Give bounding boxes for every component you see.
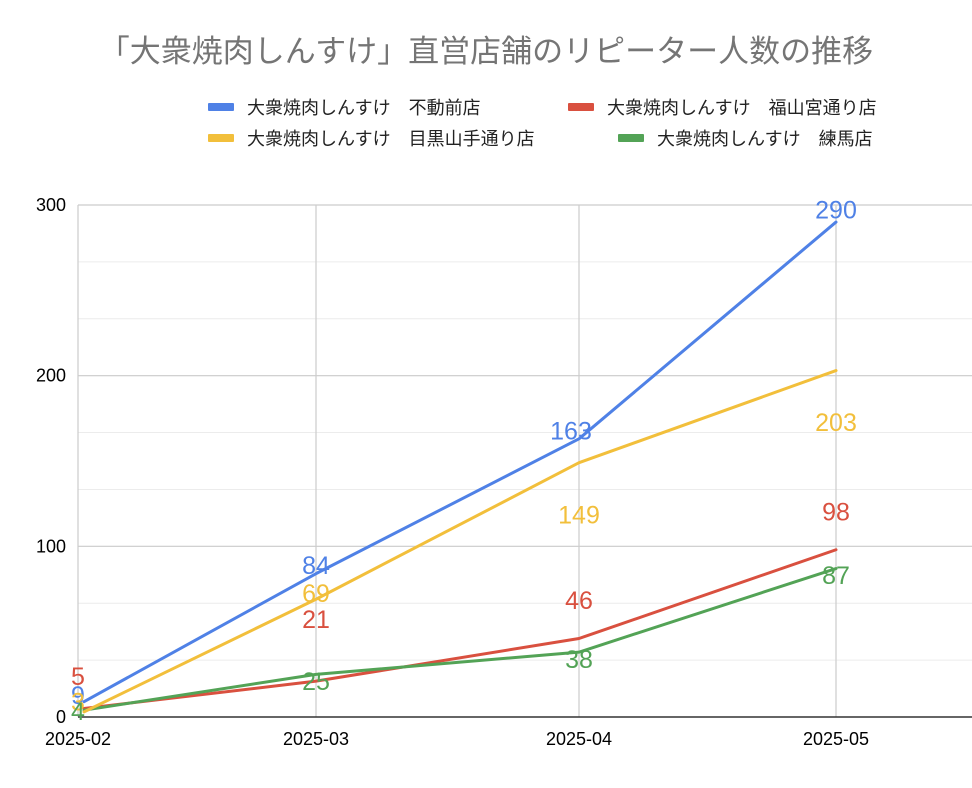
y-tick-label: 200 bbox=[36, 366, 66, 386]
legend-label: 大衆焼肉しんすけ 練馬店 bbox=[657, 129, 873, 150]
legend-swatch bbox=[568, 103, 594, 111]
y-axis: 0 100 200 300 bbox=[36, 195, 66, 727]
data-label: 21 bbox=[302, 606, 330, 634]
series-line bbox=[82, 548, 838, 710]
data-label: 290 bbox=[815, 197, 857, 225]
data-label: 3 bbox=[71, 688, 85, 716]
legend-label: 大衆焼肉しんすけ 不動前店 bbox=[247, 98, 481, 119]
data-label: 4 bbox=[71, 698, 85, 726]
x-tick-label: 2025-03 bbox=[283, 729, 349, 749]
series-line bbox=[82, 369, 838, 714]
x-tick-label: 2025-04 bbox=[546, 729, 612, 749]
data-label: 25 bbox=[302, 668, 330, 696]
legend-label: 大衆焼肉しんすけ 福山宮通り店 bbox=[607, 98, 877, 119]
data-label: 149 bbox=[558, 501, 600, 529]
y-tick-label: 300 bbox=[36, 195, 66, 215]
data-label: 5 bbox=[71, 663, 85, 691]
data-label: 9 bbox=[71, 682, 85, 710]
legend-swatch bbox=[208, 103, 234, 111]
data-label: 98 bbox=[822, 498, 850, 526]
data-labels: 9 84 163 290 5 21 46 98 3 69 149 203 4 25 38 87 bbox=[71, 197, 857, 726]
y-tick-label: 100 bbox=[36, 536, 66, 556]
x-tick-label: 2025-05 bbox=[803, 729, 869, 749]
data-label: 38 bbox=[565, 646, 593, 674]
series-line bbox=[82, 567, 838, 712]
gridlines bbox=[77, 204, 972, 718]
x-axis: 2025-02 2025-03 2025-04 2025-05 bbox=[45, 729, 869, 749]
data-label: 87 bbox=[822, 562, 850, 590]
data-label: 46 bbox=[565, 587, 593, 615]
chart-title: 「大衆焼肉しんすけ」直営店舗のリピーター人数の推移 bbox=[99, 34, 873, 70]
series-line bbox=[82, 220, 838, 704]
x-tick-label: 2025-02 bbox=[45, 729, 111, 749]
series-lines bbox=[82, 220, 838, 714]
y-tick-label: 0 bbox=[56, 707, 66, 727]
data-label: 69 bbox=[302, 580, 330, 608]
legend-label: 大衆焼肉しんすけ 目黒山手通り店 bbox=[247, 129, 535, 150]
legend-swatch bbox=[208, 134, 234, 142]
legend-swatch bbox=[618, 134, 644, 142]
data-label: 84 bbox=[302, 552, 330, 580]
data-label: 203 bbox=[815, 409, 857, 437]
data-label: 163 bbox=[550, 417, 592, 445]
